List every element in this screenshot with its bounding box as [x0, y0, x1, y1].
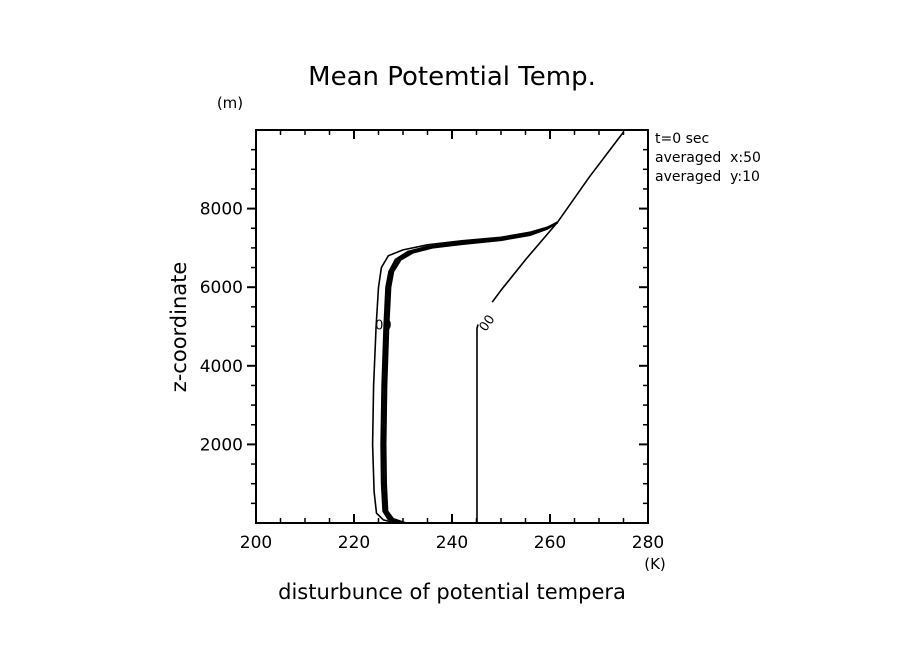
x-tick-label: 220	[338, 533, 370, 553]
annotation-line: t=0 sec	[655, 131, 709, 147]
y-tick-label: 4000	[200, 357, 243, 377]
series-line-profile-top	[556, 131, 625, 223]
contour-label: 00	[375, 319, 392, 334]
y-axis-label: z-coordinate	[167, 262, 191, 393]
tick-labels: 200 220 240 260 280 2000 4000 6000 8000	[200, 200, 664, 553]
axis-ticks	[247, 130, 649, 523]
y-tick-label: 2000	[200, 435, 243, 455]
annotation-line: averaged y:10	[655, 169, 760, 185]
series-line-profile-thin-left	[371, 221, 558, 524]
series-line-profile-stable-column	[476, 324, 479, 523]
y-unit-label: (m)	[217, 94, 243, 112]
contour-label: 00	[477, 312, 499, 334]
series-line-profile-bundle-2	[382, 221, 558, 525]
y-tick-label: 6000	[200, 278, 243, 298]
series-line-profile-stable-upper	[491, 221, 559, 303]
plot-frame	[255, 129, 649, 524]
x-unit-label: (K)	[644, 555, 666, 573]
x-tick-label: 260	[534, 533, 566, 553]
series-group	[371, 131, 625, 525]
annotation-block: t=0 sec averaged x:50 averaged y:10	[655, 131, 761, 185]
x-axis-label: disturbunce of potential tempera	[278, 580, 626, 604]
x-tick-label: 240	[436, 533, 468, 553]
series-line-profile-bundle-1	[380, 221, 558, 525]
annotation-line: averaged x:50	[655, 150, 761, 166]
series-line-profile-bundle-3	[384, 221, 558, 525]
x-tick-label: 280	[632, 533, 664, 553]
x-tick-label: 200	[240, 533, 272, 553]
chart-title: Mean Potemtial Temp.	[308, 62, 596, 92]
y-tick-label: 8000	[200, 200, 243, 220]
contour-labels: 00 00	[375, 312, 498, 334]
